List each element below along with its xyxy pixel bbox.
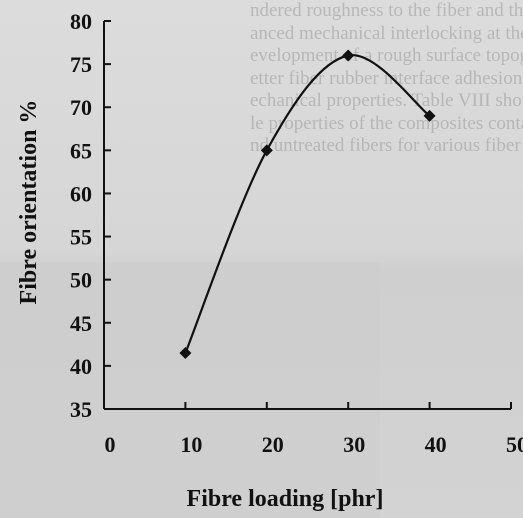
x-tick-label: 50 (506, 432, 523, 457)
y-tick-label: 65 (70, 138, 92, 163)
x-tick-labels: 0 10 20 30 40 50 (105, 432, 523, 457)
y-axis-ticks (104, 20, 111, 410)
data-point-marker (342, 49, 355, 62)
bleed-text-line: le properties of the composites containi… (250, 112, 523, 134)
bleed-text-line: echanical properties. Table VIII shows t… (250, 90, 523, 111)
y-axis-title: Fibre orientation % (16, 100, 42, 305)
bleed-text-line: anced mechanical interlocking at the int… (250, 22, 523, 44)
y-tick-label: 55 (70, 225, 92, 250)
bleed-text-line: nd untreated fibers for various fiber lo… (250, 135, 523, 156)
y-tick-labels: 35 40 45 50 55 60 65 70 75 80 (70, 9, 92, 422)
y-tick-label: 75 (70, 52, 92, 77)
y-tick-label: 40 (70, 354, 92, 379)
x-tick-label: 20 (262, 432, 284, 457)
bleed-through-text: ndered roughness to the fiber and thereb… (250, 0, 523, 200)
data-point-marker (423, 109, 436, 122)
x-axis-ticks (103, 402, 512, 409)
x-tick-label: 10 (180, 432, 202, 457)
data-point-marker (260, 144, 273, 157)
y-tick-label: 45 (70, 311, 92, 336)
y-tick-label: 80 (70, 9, 92, 34)
y-tick-label: 35 (70, 397, 92, 422)
bleed-text-line: ndered roughness to the fiber and thereb… (250, 0, 523, 21)
bleed-text-line: etter fiber rubber interface adhesion an… (250, 67, 523, 89)
y-tick-label: 70 (70, 95, 92, 120)
scanned-shade-region (0, 262, 380, 518)
x-tick-label: 40 (425, 432, 447, 457)
x-tick-label: 0 (105, 432, 116, 457)
series-line (184, 54, 431, 354)
bleed-text-line: evelopment of a rough surface topography… (250, 45, 523, 66)
y-tick-label: 50 (70, 268, 92, 293)
data-points (179, 49, 436, 359)
data-point-marker (179, 346, 192, 359)
y-tick-label: 60 (70, 181, 92, 206)
x-tick-label: 30 (343, 432, 365, 457)
x-axis-title: Fibre loading [phr] (187, 486, 384, 512)
